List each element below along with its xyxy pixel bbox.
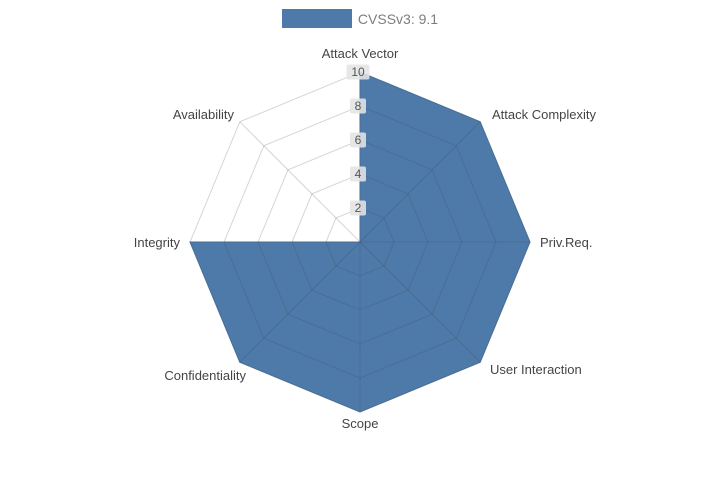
axis-label-availability: Availability [173, 107, 235, 122]
axis-spoke [359, 241, 481, 363]
radial-tick-label: 6 [355, 133, 362, 147]
axis-label-integrity: Integrity [134, 235, 181, 250]
legend[interactable]: CVSSv3: 9.1 [0, 9, 720, 28]
grid-ring [189, 71, 531, 413]
radial-tick-box [350, 200, 366, 216]
radial-tick-label: 4 [355, 167, 362, 181]
axis-label-user-interaction: User Interaction [490, 362, 582, 377]
axis-label-confidentiality: Confidentiality [164, 368, 246, 383]
radial-tick-label: 2 [355, 201, 362, 215]
grid-ring [257, 139, 463, 345]
radial-tick-label: 8 [355, 99, 362, 113]
axis-spoke [239, 121, 361, 243]
axis-spoke [359, 121, 481, 243]
legend-label[interactable]: CVSSv3: 9.1 [357, 10, 439, 27]
radial-tick-box [350, 132, 366, 148]
grid-ring [291, 173, 429, 311]
radial-tick-box [350, 98, 366, 114]
legend-swatch[interactable] [281, 9, 352, 28]
radial-tick-label: 10 [351, 65, 365, 79]
axis-label-attack-complexity: Attack Complexity [492, 107, 597, 122]
axis-label-attack-vector: Attack Vector [322, 46, 399, 61]
grid-ring [325, 207, 395, 277]
axis-label-scope: Scope [342, 416, 379, 431]
axis-label-priv-req: Priv.Req. [540, 235, 593, 250]
data-polygon[interactable] [189, 71, 531, 413]
radial-tick-box [346, 64, 370, 80]
grid-ring [223, 105, 497, 379]
radial-tick-box [350, 166, 366, 182]
axis-spoke [239, 241, 361, 363]
